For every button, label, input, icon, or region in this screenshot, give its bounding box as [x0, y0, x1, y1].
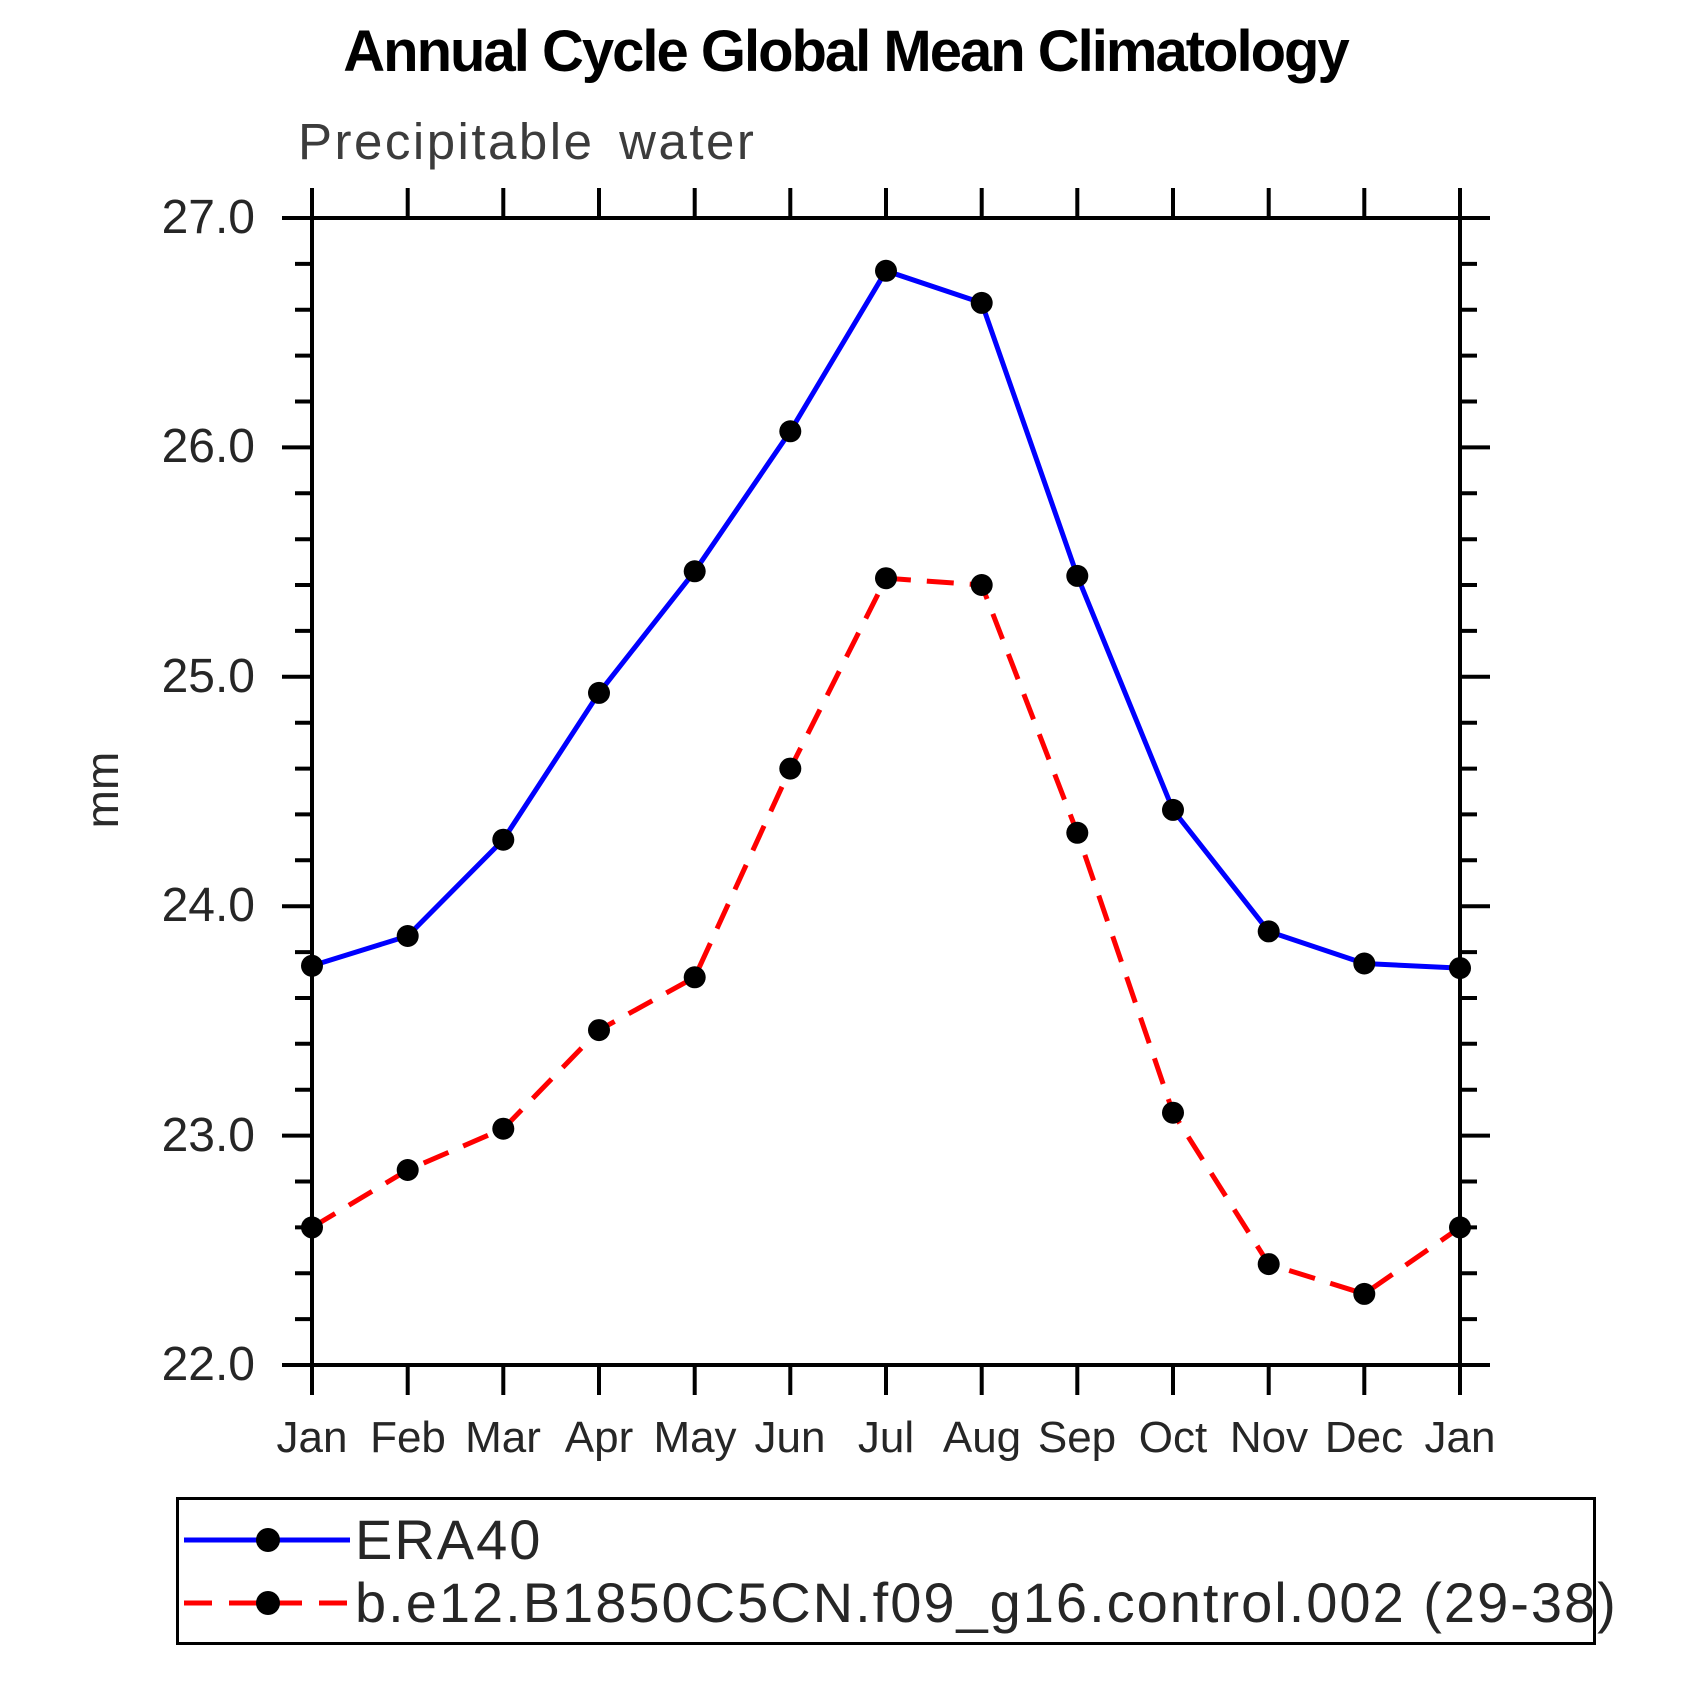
- legend-label-era40: ERA40: [355, 1508, 543, 1571]
- x-tick-label: Jun: [754, 1413, 826, 1462]
- y-tick-label: 26.0: [161, 420, 255, 473]
- x-tick-label: Nov: [1229, 1413, 1309, 1462]
- y-tick-label: 24.0: [161, 879, 255, 932]
- x-tick-label: Feb: [370, 1413, 446, 1462]
- y-tick-label: 23.0: [161, 1109, 255, 1162]
- x-tick-label: Dec: [1324, 1413, 1404, 1462]
- legend-label-model: b.e12.B1850C5CN.f09_g16.control.002 (29-…: [355, 1571, 1618, 1634]
- era40-line-sample-icon: [184, 1528, 350, 1552]
- x-tick-label: May: [653, 1413, 737, 1462]
- legend: ERA40 b.e12.B1850C5CN.f09_g16.control.00…: [176, 1497, 1616, 1645]
- x-tick-label: Oct: [1138, 1413, 1208, 1462]
- y-tick-label: 25.0: [161, 650, 255, 703]
- y-tick-label: 27.0: [161, 191, 255, 244]
- x-tick-label: Jan: [1424, 1413, 1496, 1462]
- x-tick-label: Aug: [942, 1413, 1022, 1462]
- x-tick-label: Sep: [1037, 1413, 1117, 1462]
- y-tick-label: 22.0: [161, 1338, 255, 1391]
- x-tick-label: Mar: [465, 1413, 541, 1462]
- legend-entry-model: b.e12.B1850C5CN.f09_g16.control.002 (29-…: [181, 1573, 1618, 1633]
- legend-entry-era40: ERA40: [181, 1510, 542, 1570]
- chart-subtitle: Precipitable water: [298, 113, 757, 170]
- chart-title: Annual Cycle Global Mean Climatology: [343, 19, 1349, 84]
- x-tick-label: Jul: [857, 1413, 915, 1462]
- x-tick-label: Jan: [276, 1413, 348, 1462]
- x-tick-label: Apr: [564, 1413, 634, 1462]
- model-line-sample-icon: [184, 1591, 350, 1615]
